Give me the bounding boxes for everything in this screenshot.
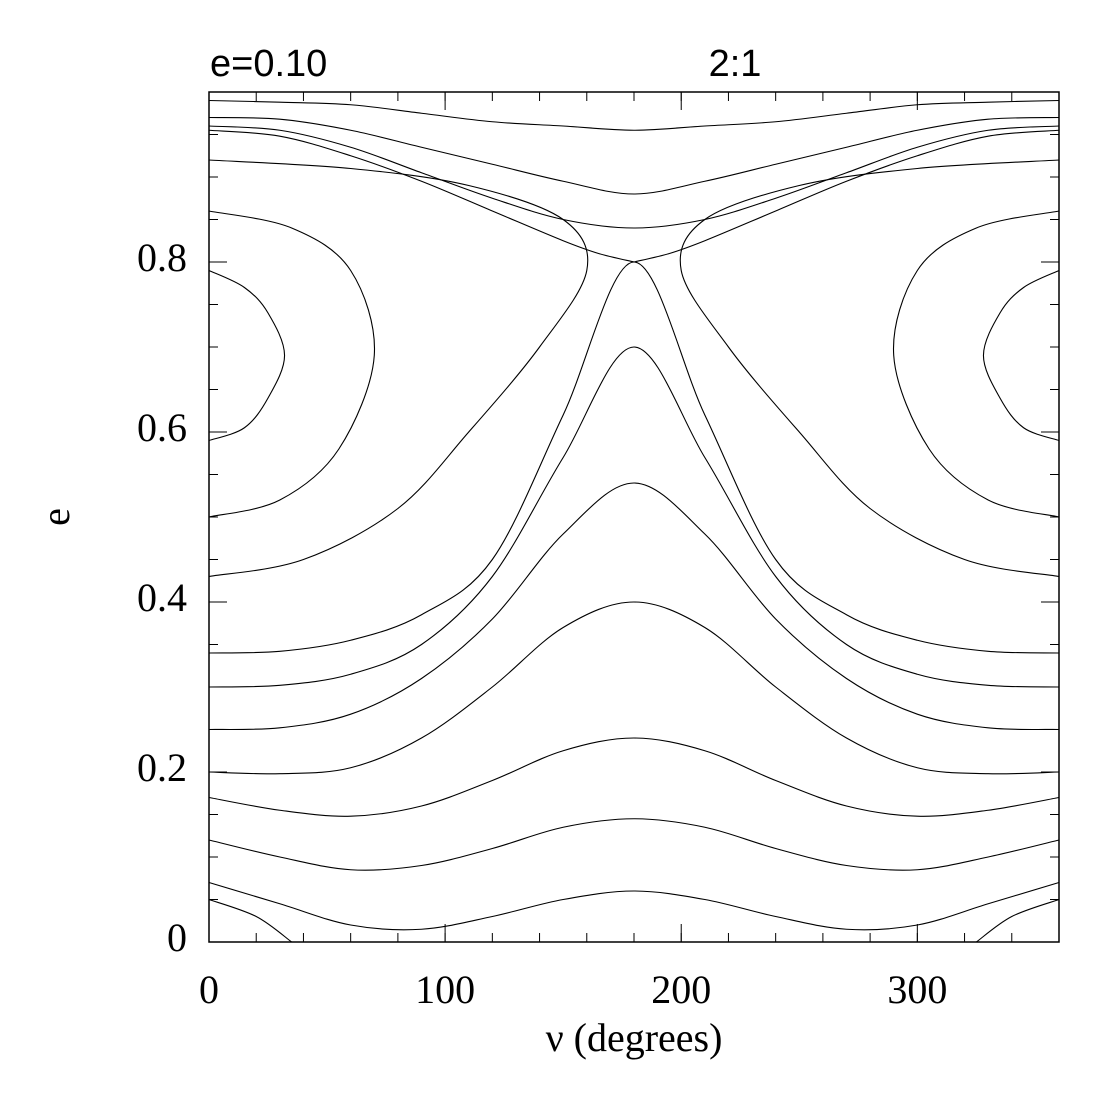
contour-line [208, 210, 376, 518]
y-tick-label: 0 [167, 915, 187, 960]
contour-line [208, 881, 1060, 931]
contour-line [976, 898, 1060, 943]
y-tick-label: 0.6 [137, 405, 187, 450]
y-tick-label: 0.4 [137, 575, 187, 620]
y-tick-label: 0.8 [137, 235, 187, 280]
contour-line [208, 116, 1060, 195]
contour-line [208, 99, 1060, 131]
contour-line [208, 346, 1060, 688]
x-tick-label: 300 [887, 967, 947, 1012]
chart-title: 2:1 [709, 43, 762, 85]
chart-subtitle: e=0.10 [210, 43, 327, 85]
contour-line [208, 601, 1060, 775]
contour-line [208, 261, 1060, 654]
x-tick-label: 100 [415, 967, 475, 1012]
x-tick-label: 0 [199, 967, 219, 1012]
contour-line [208, 737, 1060, 817]
contour-line [892, 210, 1060, 518]
contour-line [679, 159, 1060, 578]
contour-line [208, 270, 286, 442]
contour-line [208, 818, 1060, 871]
x-axis-label: ν (degrees) [546, 1015, 723, 1060]
contour-line [208, 129, 635, 263]
contour-line [208, 125, 1060, 229]
y-axis-label: e [33, 508, 78, 526]
contour-line [208, 159, 589, 578]
contour-line [208, 482, 1060, 731]
contour-line [982, 270, 1060, 442]
x-tick-label: 200 [651, 967, 711, 1012]
contour-line [633, 129, 1060, 263]
contour-line [208, 898, 292, 943]
y-tick-label: 0.2 [137, 745, 187, 790]
